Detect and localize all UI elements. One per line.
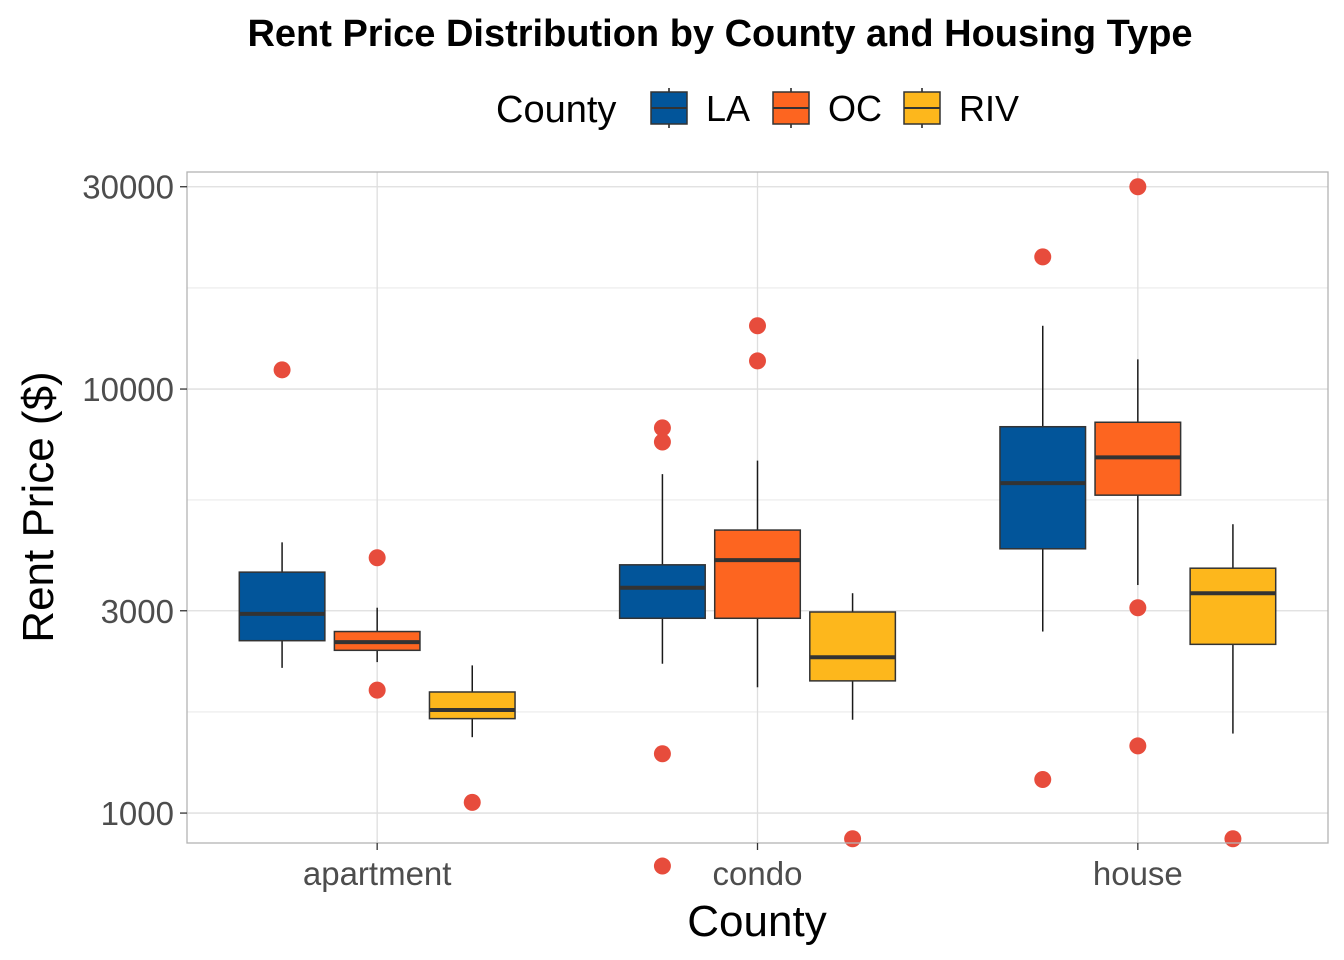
x-tick-label-apartment: apartment (303, 855, 452, 892)
outlier-point (273, 361, 291, 379)
y-tick-label: 30000 (82, 169, 174, 206)
box-body (713, 529, 802, 620)
legend-label-RIV: RIV (959, 88, 1019, 129)
legend-item-LA: LA (650, 88, 750, 129)
outlier-point (653, 745, 671, 763)
box-body (999, 425, 1087, 550)
box-OC-apartment (333, 607, 421, 663)
x-axis-ticks: apartment condo house (303, 843, 1183, 892)
box-body (618, 564, 706, 620)
x-tick-label-condo: condo (713, 855, 803, 892)
outlier-point (368, 549, 386, 567)
outlier-point (1224, 830, 1242, 848)
box-LA-apartment (238, 542, 326, 668)
legend-label-OC: OC (828, 88, 882, 129)
outlier-point (1034, 248, 1052, 266)
outlier-point (1129, 178, 1147, 196)
legend-title: County (496, 89, 616, 131)
y-tick-label: 3000 (101, 593, 174, 630)
legend-items: LA OC RIV (650, 88, 1019, 129)
outlier-point (653, 433, 671, 451)
legend-label-LA: LA (706, 88, 750, 129)
box-RIV-apartment (428, 665, 516, 738)
legend-item-OC: OC (772, 88, 882, 129)
box-body (428, 691, 516, 720)
outlier-point (749, 352, 766, 370)
box-OC-house (1094, 359, 1182, 586)
box-RIV-house (1189, 524, 1277, 734)
outlier-point (1129, 599, 1147, 617)
outlier-point (749, 317, 766, 335)
box-body (238, 571, 326, 642)
plot-panel (186, 171, 1329, 875)
outlier-point (463, 793, 481, 811)
y-tick-label: 1000 (101, 795, 174, 832)
box-LA-house (999, 325, 1087, 632)
box-body (1189, 567, 1277, 646)
box-RIV-condo (809, 593, 897, 720)
box-OC-condo (713, 460, 802, 688)
y-tick-label: 10000 (82, 371, 174, 408)
outlier-point (1129, 737, 1147, 755)
outlier-point (653, 419, 671, 437)
chart-title: Rent Price Distribution by County and Ho… (247, 13, 1192, 55)
boxes (238, 325, 1277, 738)
box-body (809, 611, 897, 682)
outlier-point (844, 830, 862, 848)
outlier-point (368, 681, 386, 699)
x-axis-title: County (687, 897, 826, 946)
y-axis-ticks: 1000 3000 10000 30000 (82, 169, 187, 832)
box-LA-condo (618, 474, 706, 664)
y-axis-title: Rent Price ($) (14, 371, 63, 642)
outlier-point (653, 857, 671, 875)
legend: County LA OC RIV (496, 88, 1019, 131)
legend-item-RIV: RIV (903, 88, 1019, 129)
outlier-point (1034, 770, 1052, 788)
x-tick-label-house: house (1093, 855, 1183, 892)
